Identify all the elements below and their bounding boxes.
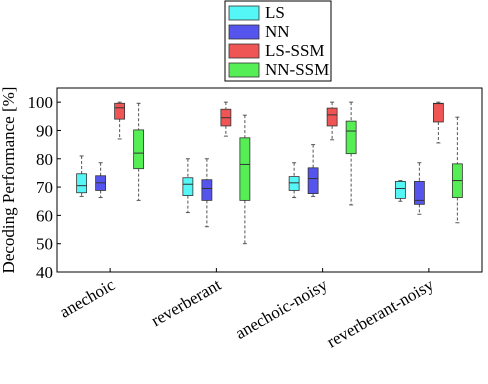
box (394, 181, 406, 199)
legend-swatch (228, 62, 260, 78)
box (182, 177, 194, 196)
y-tick-label: 80 (36, 150, 53, 169)
box (288, 176, 300, 191)
box (413, 181, 425, 205)
box (114, 102, 126, 120)
y-axis-label: Decoding Performance [%] (0, 87, 18, 274)
legend-label: NN-SSM (265, 60, 329, 79)
box (239, 137, 251, 201)
legend-swatch (228, 43, 260, 59)
box (133, 129, 145, 170)
x-tick-label: anechoic-noisy (232, 275, 331, 343)
legend-swatch (228, 24, 260, 40)
box (432, 102, 444, 123)
box (76, 173, 88, 194)
x-tick-label: reverberant-noisy (324, 275, 438, 352)
legend-swatch (228, 5, 260, 21)
y-tick-label: 40 (36, 263, 53, 282)
box (326, 107, 338, 127)
y-tick-label: 60 (36, 206, 53, 225)
box (345, 120, 357, 155)
y-tick-label: 50 (36, 235, 53, 254)
box (201, 179, 213, 201)
legend-label: LS (265, 3, 285, 22)
x-tick-label: reverberant (148, 275, 225, 330)
box (307, 167, 319, 194)
y-tick-label: 90 (36, 121, 53, 140)
x-tick-label: anechoic (56, 275, 118, 322)
legend-label: NN (265, 22, 290, 41)
y-tick-label: 100 (28, 93, 54, 112)
legend-label: LS-SSM (265, 41, 325, 60)
y-tick-label: 70 (36, 178, 53, 197)
plot-frame (56, 87, 483, 273)
